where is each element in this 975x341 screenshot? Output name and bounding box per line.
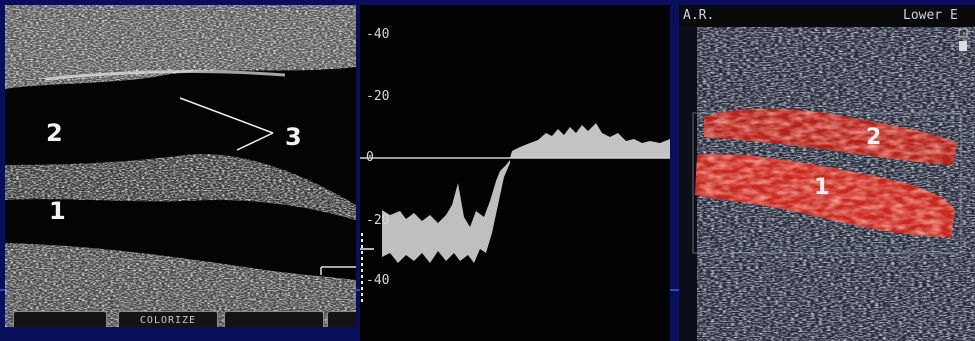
pointer-line	[179, 97, 274, 134]
exam-region-label: Lower E	[903, 8, 958, 23]
colorize-button[interactable]: COLORIZE	[118, 311, 218, 327]
color-doppler-image	[679, 5, 975, 341]
scale-tick: -40	[366, 27, 390, 42]
vessel-label-2: 2	[866, 125, 882, 150]
wall-label-3: 3	[285, 123, 302, 151]
scale-tick: -40	[366, 273, 390, 288]
scale-tick: -20	[366, 213, 390, 228]
vessel-label-1: 1	[814, 175, 830, 200]
blank-button[interactable]	[13, 311, 107, 327]
patient-initials: A.R.	[683, 8, 715, 23]
scale-tick: -20	[366, 89, 390, 104]
forward-flow-spectrum	[510, 123, 670, 158]
blank-button[interactable]	[224, 311, 324, 327]
reverse-flow-spectrum	[382, 160, 510, 263]
vessel-label-1: 1	[49, 197, 66, 225]
pointer-line	[236, 132, 274, 151]
color-doppler-panel: A.R. Lower E 2 1	[679, 5, 975, 341]
bmode-ultrasound-panel: 2 1 3 COLORIZE	[5, 5, 356, 327]
doppler-waveform	[360, 5, 670, 341]
spectral-doppler-panel: -40 -20 0 -20 -40	[360, 5, 670, 341]
bmode-image	[5, 5, 356, 327]
blank-button[interactable]	[327, 311, 356, 327]
scale-tick: 0	[366, 150, 374, 165]
vessel-label-2: 2	[46, 119, 63, 147]
